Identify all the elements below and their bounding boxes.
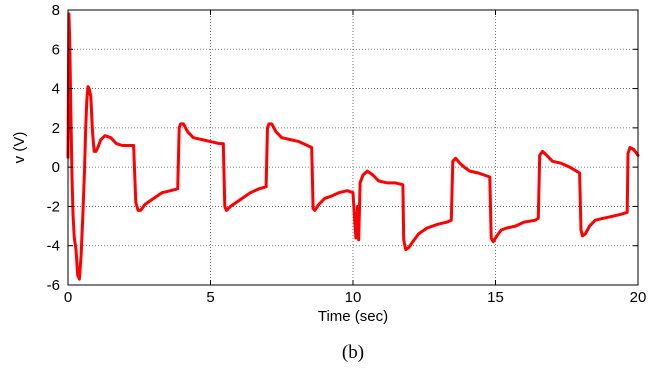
y-axis-label: v (V) [11,132,28,164]
y-tick-label: 0 [52,159,60,176]
x-tick-label: 5 [206,289,214,306]
ticks: 0 5 10 15 20 -6 -4 -2 0 2 4 6 8 [47,2,647,306]
series-layer [66,12,640,281]
y-tick-label: 8 [52,2,60,19]
y-tick-label: 2 [52,120,60,137]
y-tick-label: -6 [47,277,60,294]
y-tick-label: -2 [47,198,60,215]
y-tick-label: -4 [47,238,60,255]
x-tick-label: 15 [487,289,504,306]
grid [68,10,638,285]
x-tick-label: 10 [345,289,362,306]
figure-caption: (b) [342,342,364,363]
x-axis-label: Time (sec) [318,308,388,325]
y-tick-label: 4 [52,81,60,98]
x-tick-label: 0 [64,289,72,306]
x-tick-label: 20 [630,289,647,306]
plot-frame [67,9,639,286]
series-line [66,12,640,281]
y-tick-label: 6 [52,41,60,58]
